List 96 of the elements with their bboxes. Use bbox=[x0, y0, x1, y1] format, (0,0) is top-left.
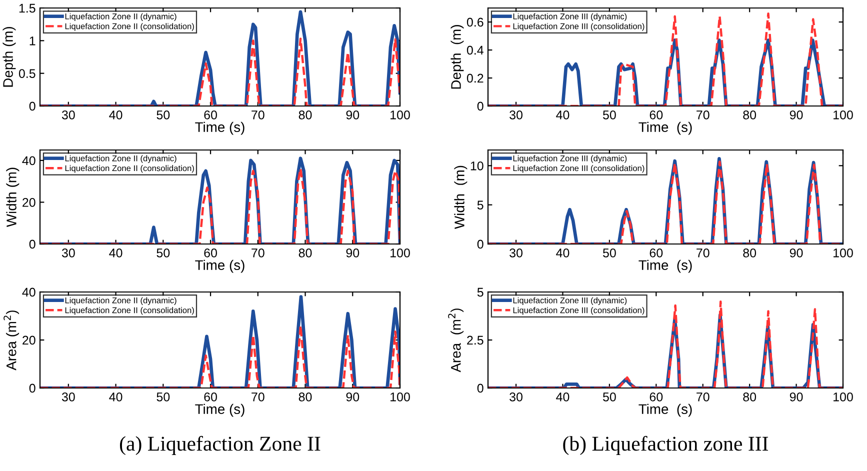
x-tick-label: 90 bbox=[346, 248, 360, 258]
x-tick-label: 70 bbox=[252, 248, 264, 258]
x-tick-label: 70 bbox=[696, 392, 710, 402]
x-tick-label: 40 bbox=[556, 248, 570, 258]
x-tick-label: 50 bbox=[602, 110, 616, 120]
y-tick-label: 10 bbox=[470, 161, 484, 170]
x-tick-label: 40 bbox=[556, 110, 570, 120]
text: (b) Liquefaction zone III bbox=[563, 436, 768, 455]
x-tick-label: 60 bbox=[204, 110, 217, 120]
legend-label: Liquefaction Zone III (consolidation) bbox=[513, 165, 644, 173]
x-tick-label: 40 bbox=[109, 248, 122, 258]
y-tick-label: 1.5 bbox=[19, 4, 36, 13]
y-axis-title: Width (m) bbox=[6, 168, 20, 228]
y-tick-label: 0.2 bbox=[466, 74, 484, 83]
y-tick-label: 0 bbox=[477, 240, 484, 249]
y-tick-label: 2.5 bbox=[467, 336, 484, 345]
line-series bbox=[40, 295, 400, 388]
y-axis-title: Depth (m) bbox=[2, 26, 16, 87]
y-tick-label: 40 bbox=[22, 288, 36, 297]
x-axis-title: Time (s) bbox=[195, 260, 244, 273]
x-tick-label: 100 bbox=[390, 392, 410, 402]
x-tick-label: 40 bbox=[556, 392, 570, 402]
y-axis-title: Depth (m) bbox=[450, 25, 464, 89]
x-tick-label: 80 bbox=[743, 248, 756, 258]
legend-label: Liquefaction Zone III (consolidation) bbox=[513, 23, 644, 31]
x-tick-label: 70 bbox=[252, 392, 264, 402]
y-tick-label: 1 bbox=[30, 36, 36, 46]
y-tick-label: 0 bbox=[29, 384, 36, 393]
x-tick-label: 40 bbox=[109, 392, 122, 402]
x-tick-label: 50 bbox=[602, 392, 616, 402]
y-tick-label: 0 bbox=[29, 102, 36, 111]
x-tick-label: 90 bbox=[790, 392, 803, 402]
x-tick-label: 30 bbox=[510, 248, 522, 258]
x-tick-label: 80 bbox=[743, 110, 756, 120]
y-tick-label: 20 bbox=[22, 336, 36, 345]
x-tick-label: 80 bbox=[743, 392, 756, 402]
x-tick-label: 50 bbox=[156, 248, 170, 258]
x-tick-label: 50 bbox=[156, 110, 170, 120]
x-tick-label: 30 bbox=[62, 392, 75, 402]
x-tick-label: 60 bbox=[650, 392, 663, 402]
x-tick-label: 90 bbox=[346, 392, 360, 402]
legend-label: Liquefaction Zone II (consolidation) bbox=[65, 307, 194, 315]
y-tick-label: 0 bbox=[29, 240, 36, 249]
x-tick-label: 30 bbox=[62, 110, 75, 120]
y-axis-title: Area (m$^{2}$) bbox=[4, 310, 20, 370]
x-tick-label: 70 bbox=[696, 248, 710, 258]
x-tick-label: 70 bbox=[696, 110, 710, 120]
y-tick-label: 0 bbox=[477, 102, 484, 111]
y-tick-label: 0.6 bbox=[466, 18, 484, 27]
x-tick-label: 70 bbox=[252, 110, 264, 120]
legend-label: Liquefaction Zone II (dynamic) bbox=[65, 155, 176, 163]
x-tick-label: 40 bbox=[109, 110, 122, 120]
y-tick-label: 0.4 bbox=[466, 46, 484, 55]
x-axis-title: Time (s) bbox=[195, 122, 244, 135]
x-tick-label: 80 bbox=[298, 392, 312, 402]
x-tick-label: 60 bbox=[204, 248, 217, 258]
x-axis-title: Time (s) bbox=[195, 404, 244, 417]
y-tick-label: 0 bbox=[477, 384, 484, 393]
y-axis-title: Width (m) bbox=[454, 166, 468, 229]
x-tick-label: 100 bbox=[390, 110, 410, 120]
x-tick-label: 30 bbox=[510, 110, 522, 120]
y-tick-label: 20 bbox=[22, 198, 36, 207]
x-tick-label: 100 bbox=[390, 248, 410, 258]
text: (a) Liquefaction Zone II bbox=[120, 436, 320, 455]
legend-label: Liquefaction Zone III (consolidation) bbox=[513, 307, 644, 315]
x-axis-title: Time (s) bbox=[638, 260, 692, 273]
x-tick-label: 100 bbox=[834, 248, 853, 258]
x-tick-label: 50 bbox=[156, 392, 170, 402]
y-tick-label: 40 bbox=[22, 156, 36, 166]
x-tick-label: 60 bbox=[650, 110, 663, 120]
x-tick-label: 80 bbox=[298, 248, 312, 258]
x-axis-title: Time (s) bbox=[638, 122, 692, 135]
x-tick-label: 50 bbox=[602, 248, 616, 258]
x-tick-label: 90 bbox=[790, 110, 803, 120]
legend-label: Liquefaction Zone II (dynamic) bbox=[65, 13, 176, 21]
x-tick-label: 90 bbox=[790, 248, 803, 258]
legend-label: Liquefaction Zone III (dynamic) bbox=[513, 155, 627, 163]
x-tick-label: 100 bbox=[834, 110, 853, 120]
y-tick-label: 5 bbox=[477, 200, 484, 210]
legend-label: Liquefaction Zone II (dynamic) bbox=[65, 297, 176, 305]
legend-label: Liquefaction Zone III (dynamic) bbox=[513, 297, 627, 305]
y-axis-title: Area (m$^{2}$) bbox=[448, 308, 464, 372]
y-tick-label: 5 bbox=[477, 288, 484, 297]
legend-label: Liquefaction Zone III (dynamic) bbox=[513, 13, 627, 21]
x-tick-label: 90 bbox=[346, 110, 360, 120]
x-tick-label: 60 bbox=[650, 248, 663, 258]
x-tick-label: 30 bbox=[510, 392, 522, 402]
y-tick-label: 0.5 bbox=[18, 69, 36, 78]
x-tick-label: 60 bbox=[204, 392, 217, 402]
x-axis-title: Time (s) bbox=[638, 404, 692, 417]
legend-label: Liquefaction Zone II (consolidation) bbox=[65, 23, 194, 31]
x-tick-label: 80 bbox=[298, 110, 312, 120]
x-tick-label: 30 bbox=[62, 248, 75, 258]
x-tick-label: 100 bbox=[834, 392, 853, 402]
line-series bbox=[40, 10, 400, 106]
legend-label: Liquefaction Zone II (consolidation) bbox=[65, 165, 194, 173]
